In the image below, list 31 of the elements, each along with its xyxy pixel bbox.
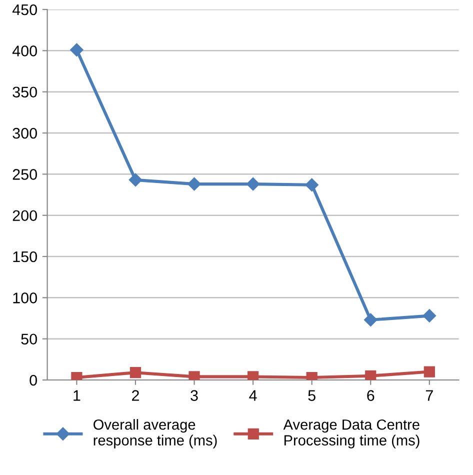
- x-tick-label: 4: [249, 390, 257, 401]
- y-tick-label: 250: [12, 169, 37, 180]
- y-tick-label: 100: [13, 292, 37, 304]
- y-tick-label: 400: [12, 46, 37, 56]
- point: [365, 370, 376, 380]
- x-tick-label: 7: [426, 390, 433, 401]
- point: [70, 43, 84, 56]
- y-tick-label: 150: [13, 251, 37, 262]
- legend-label: Overall average response time (ms): [94, 419, 217, 448]
- point: [424, 366, 435, 378]
- point: [246, 177, 260, 191]
- point: [305, 178, 318, 192]
- x-tick-label: 3: [190, 390, 198, 401]
- x-tick-label: 2: [132, 390, 139, 401]
- x-tick-label: 5: [308, 390, 316, 401]
- y-tick-label: 0: [30, 374, 37, 386]
- y-tick-label: 50: [21, 334, 37, 345]
- point: [130, 367, 142, 378]
- point: [188, 371, 200, 380]
- x-tick-label: 1: [74, 390, 80, 401]
- point: [128, 173, 142, 187]
- y-tick-label: 350: [12, 86, 37, 98]
- legend-label: Average Data Centre Processing time (ms): [283, 419, 420, 448]
- y-tick-label: 300: [12, 128, 37, 139]
- y-tick-label: 450: [12, 4, 37, 16]
- y-tick-label: 200: [12, 210, 37, 222]
- point: [188, 177, 201, 191]
- x-tick-label: 6: [367, 390, 374, 401]
- point: [364, 313, 378, 326]
- point: [422, 309, 436, 322]
- point: [248, 371, 259, 380]
